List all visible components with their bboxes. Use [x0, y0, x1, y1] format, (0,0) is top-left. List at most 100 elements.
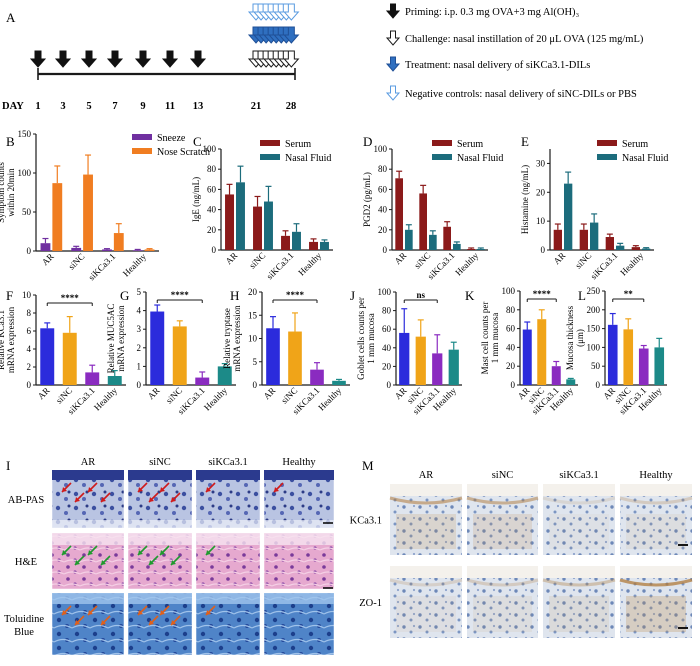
marker-arrow-head — [62, 610, 67, 615]
bar — [605, 237, 614, 250]
x-tick-label: siKCa3.1 — [264, 250, 295, 281]
chart-k: K 0 20 40 60 80 100 Mast cell counts per 1 mm mu… — [465, 286, 578, 416]
day-label: DAY — [2, 101, 24, 112]
lumen-space — [543, 566, 615, 578]
challenge-arrow — [283, 50, 300, 68]
chart-e: E 0 10 20 30 Histamine (ng/mL) AR siNCsiKCa3.1H… — [520, 134, 668, 281]
y-tick-label: 0 — [212, 245, 217, 255]
y-tick-label: 0 — [383, 245, 388, 255]
ihc-row-label: ZO-1 — [359, 598, 382, 609]
legend-swatch — [260, 154, 280, 160]
marker-arrow-head — [101, 560, 106, 565]
y-tick-label: 3 — [137, 324, 142, 334]
bar — [631, 247, 640, 250]
x-tick-label: siKCa3.1 — [588, 250, 619, 281]
panel-label: K — [465, 288, 475, 303]
legend-challenge-icon — [385, 30, 401, 46]
bar — [432, 353, 443, 385]
legend-swatch — [260, 140, 280, 146]
marker-arrow-head — [274, 487, 279, 492]
marker-arrow-head — [75, 560, 80, 565]
histology-row-label: Toluidine — [4, 614, 44, 625]
panel-label-a: A — [6, 10, 16, 25]
histology-row-label: H&E — [15, 557, 37, 568]
x-tick-label: siNC — [573, 250, 593, 270]
y-tick-label: 10 — [22, 290, 32, 300]
bar — [638, 348, 649, 385]
marker-arrow-head — [62, 487, 67, 492]
y-axis-label: mRNA expression — [6, 306, 16, 373]
y-tick-label: 0 — [253, 380, 258, 390]
significance-label: **** — [286, 290, 305, 300]
marker-arrow-head — [101, 497, 106, 502]
bar — [236, 182, 245, 250]
lumen-space — [390, 484, 462, 496]
bar — [448, 349, 459, 385]
chart-j: J 0 20 40 60 80 100 Goblet cells counts per 1 mm… — [350, 287, 462, 416]
y-tick-label: 100 — [587, 342, 601, 352]
lumen-space — [467, 566, 538, 578]
epithelium-band — [264, 470, 334, 480]
bar — [429, 234, 437, 250]
y-tick-label: 150 — [18, 129, 32, 139]
lumen-space — [196, 533, 260, 545]
x-tick-label: siNC — [66, 251, 86, 271]
priming-arrow — [161, 50, 179, 68]
y-axis-label: mRNA expression — [232, 305, 242, 372]
y-tick-label: 4 — [27, 344, 32, 354]
ihc-column-header: Healthy — [639, 470, 673, 481]
x-tick-label: AR — [146, 385, 162, 401]
y-tick-label: 5 — [253, 357, 258, 367]
marker-arrow-head — [138, 610, 143, 615]
y-tick-label: 100 — [203, 144, 217, 154]
ihc-positive-stain — [542, 496, 616, 505]
significance-label: ns — [416, 290, 425, 300]
bar — [225, 194, 234, 250]
marker-arrow-head — [75, 497, 80, 502]
bar — [309, 241, 318, 250]
bar — [102, 249, 112, 251]
marker-arrow-head — [88, 487, 93, 492]
bar — [553, 229, 562, 250]
bar — [113, 233, 124, 251]
bar — [253, 206, 262, 250]
legend-swatch — [597, 154, 617, 160]
ihc-positive-stain — [389, 578, 463, 587]
y-tick-label: 80 — [506, 305, 516, 315]
panel-label: F — [6, 288, 13, 303]
y-tick-label: 150 — [587, 324, 601, 334]
y-axis-label: IgE (ng/mL) — [191, 177, 201, 222]
legend-text: Negative controls: nasal delivery of siN… — [405, 89, 637, 100]
y-tick-label: 0 — [137, 380, 142, 390]
timeline: DAY 1 3 5 7 9 11 13 21 28 — [2, 3, 300, 112]
bar — [310, 369, 324, 385]
y-tick-label: 100 — [18, 168, 32, 178]
bar — [477, 248, 485, 250]
histology-column-header: Healthy — [282, 457, 316, 468]
x-tick-label: siNC — [247, 250, 267, 270]
y-tick-label: 0 — [511, 380, 516, 390]
ihc-column-header: AR — [419, 470, 434, 481]
negative-control-arrow — [283, 3, 300, 21]
marker-arrow-head — [171, 560, 176, 565]
y-tick-label: 10 — [248, 334, 258, 344]
bar — [607, 324, 618, 385]
y-tick-label: 60 — [382, 324, 392, 334]
y-tick-label: 200 — [587, 305, 601, 315]
day-tick-label: 28 — [286, 101, 297, 112]
marker-arrow-head — [206, 550, 211, 555]
ihc-positive-region — [396, 514, 456, 549]
bar — [551, 366, 561, 385]
legend-swatch — [132, 134, 152, 140]
bar — [579, 229, 588, 250]
y-tick-label: 30 — [536, 158, 546, 168]
chart-b: B 0 50 100 150 Symptom counts within 20min AR si… — [0, 129, 210, 282]
marker-arrow-head — [160, 487, 165, 492]
legend-swatch — [597, 140, 617, 146]
ihc-positive-region — [549, 514, 609, 549]
x-tick-label: Healthy — [92, 385, 120, 413]
legend-label: Nasal Fluid — [622, 153, 668, 164]
